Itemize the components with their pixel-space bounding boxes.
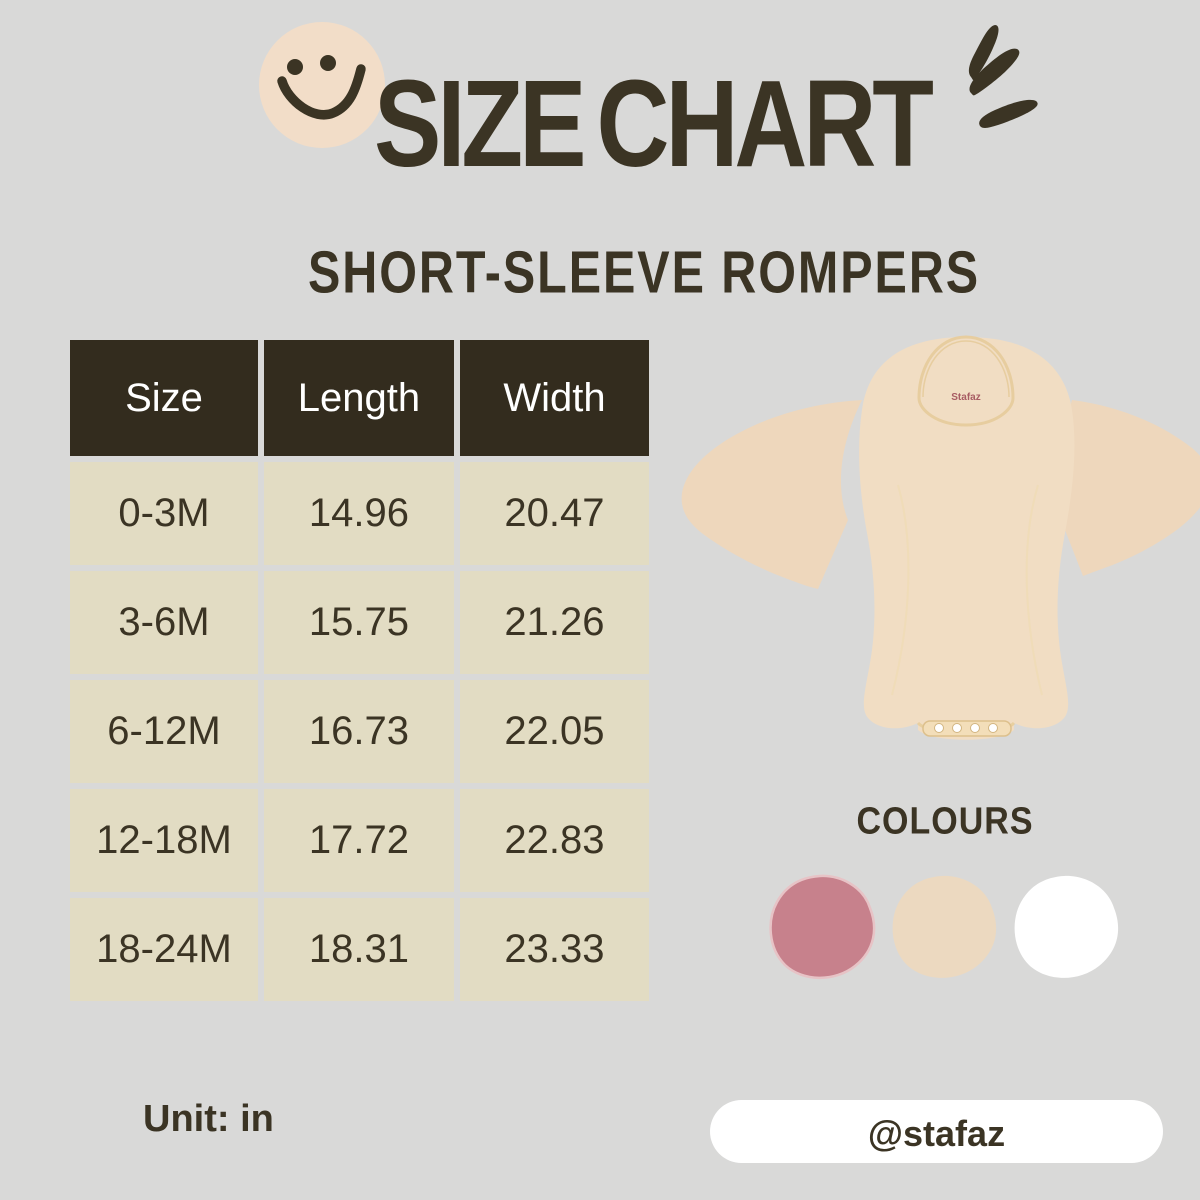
- svg-text:Stafaz: Stafaz: [951, 392, 980, 403]
